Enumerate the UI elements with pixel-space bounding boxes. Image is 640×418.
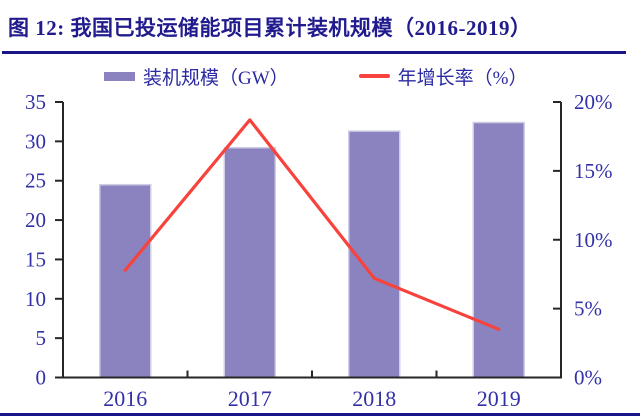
right-axis-tick-label: 10% (574, 228, 613, 252)
x-category-label: 2018 (352, 386, 396, 411)
line-series-label: 年增长率（%） (397, 67, 528, 89)
bar-series-swatch-icon (104, 71, 135, 81)
left-axis-tick-label: 0 (36, 366, 47, 390)
left-axis-tick-label: 30 (25, 129, 46, 153)
right-axis-tick-label: 0% (574, 366, 602, 390)
left-axis-tick-label: 10 (25, 287, 46, 311)
x-category-label: 2016 (103, 386, 147, 411)
left-axis-tick-label: 25 (25, 169, 46, 193)
right-axis-tick-label: 5% (574, 297, 602, 321)
legend-item-growth-rate: 年增长率（%） (358, 63, 528, 90)
left-axis-tick-label: 35 (25, 90, 46, 114)
growth-rate-line (123, 118, 501, 331)
chart-legend: 装机规模（GW） 年增长率（%） (104, 62, 527, 90)
right-axis-tick-label: 15% (574, 159, 613, 183)
footer-rule (0, 413, 640, 416)
x-category-label: 2017 (228, 386, 272, 411)
bar-2017 (223, 146, 276, 379)
left-axis-tick-label: 15 (25, 247, 46, 271)
legend-item-installed-capacity: 装机规模（GW） (104, 63, 289, 90)
right-axis-tick-label: 20% (574, 90, 613, 114)
title-underline-rule (2, 51, 626, 54)
figure-title: 图 12: 我国已投运储能项目累计装机规模（2016-2019） (8, 16, 532, 40)
bar-2019 (472, 121, 525, 379)
bar-2016 (99, 183, 152, 379)
left-axis-tick-label: 20 (25, 208, 46, 232)
left-axis-tick-label: 5 (36, 326, 47, 350)
x-category-label: 2019 (477, 386, 521, 411)
bar-series-label: 装机规模（GW） (143, 67, 289, 89)
line-series-swatch-icon (358, 74, 390, 78)
